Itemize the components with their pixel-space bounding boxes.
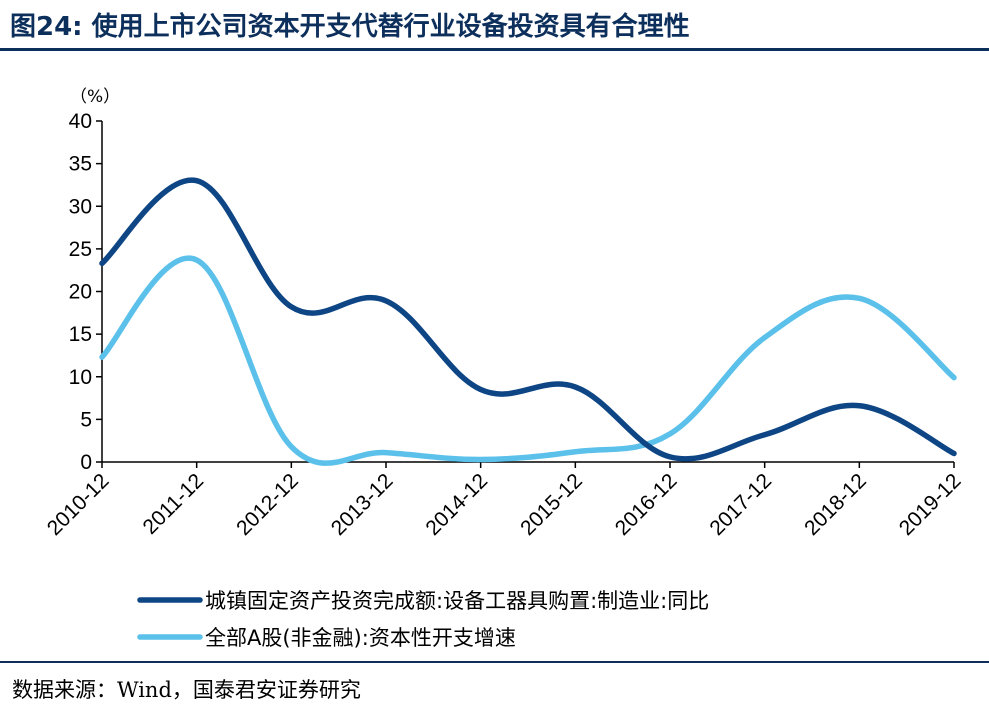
series-line-2	[99, 255, 957, 466]
y-tick-label: 25	[69, 238, 92, 261]
series-2-point	[762, 335, 768, 341]
title-underline	[0, 48, 989, 51]
series-1-point	[951, 450, 957, 456]
series-2-point	[288, 444, 294, 450]
x-tick-label: 2012-12	[232, 469, 303, 540]
x-tick-label: 2017-12	[705, 469, 776, 540]
x-tick-label: 2018-12	[800, 469, 871, 540]
series-1-point	[667, 454, 673, 460]
x-tick-label: 2010-12	[43, 469, 114, 540]
y-axis-unit-label: （%）	[70, 87, 120, 107]
x-tick-label: 2019-12	[895, 469, 966, 540]
y-tick-label: 15	[69, 323, 92, 346]
series-2-point	[478, 456, 484, 462]
line-chart: （%） 0 5 10 15 20 25 30 35 40 2010-12 2011-12 2012-12…	[43, 87, 966, 650]
series-1-point	[572, 384, 578, 390]
series-1-point	[762, 432, 768, 438]
series-1-point	[288, 304, 294, 310]
x-tick-label: 2011-12	[139, 469, 209, 539]
legend-label-1: 城镇固定资产投资完成额:设备工器具购置:制造业:同比	[205, 589, 709, 613]
series-2-point	[856, 295, 862, 301]
series-1-point	[383, 298, 389, 304]
series-1-point	[99, 260, 105, 266]
x-tick-label: 2015-12	[516, 469, 587, 540]
series-2-point	[667, 431, 673, 437]
y-tick-label: 35	[69, 153, 92, 176]
series-1-point	[856, 403, 862, 409]
series-line-1	[99, 177, 957, 462]
footer-divider	[0, 661, 989, 663]
series-2-point	[194, 257, 200, 263]
y-tick-label: 10	[69, 366, 92, 389]
x-tick-label: 2014-12	[421, 469, 492, 540]
series-2-point	[572, 449, 578, 455]
series-2-point	[99, 354, 105, 360]
y-tick-label: 5	[80, 408, 92, 431]
chart-title: 图24: 使用上市公司资本开支代替行业设备投资具有合理性	[10, 12, 690, 42]
y-tick-label: 20	[69, 281, 92, 304]
series-2-point	[383, 450, 389, 456]
series-2-point	[951, 375, 957, 381]
source-note: 数据来源：Wind，国泰君安证券研究	[12, 678, 361, 702]
x-tick-label: 2016-12	[611, 469, 682, 540]
x-tick-label: 2013-12	[327, 469, 398, 540]
y-tick-label: 0	[80, 451, 92, 474]
y-tick-label: 30	[69, 195, 92, 218]
series-1-point	[478, 387, 484, 393]
y-tick-label: 40	[69, 110, 92, 133]
series-1-point	[194, 178, 200, 184]
legend-label-2: 全部A股(非金融):资本性开支增速	[205, 626, 516, 650]
